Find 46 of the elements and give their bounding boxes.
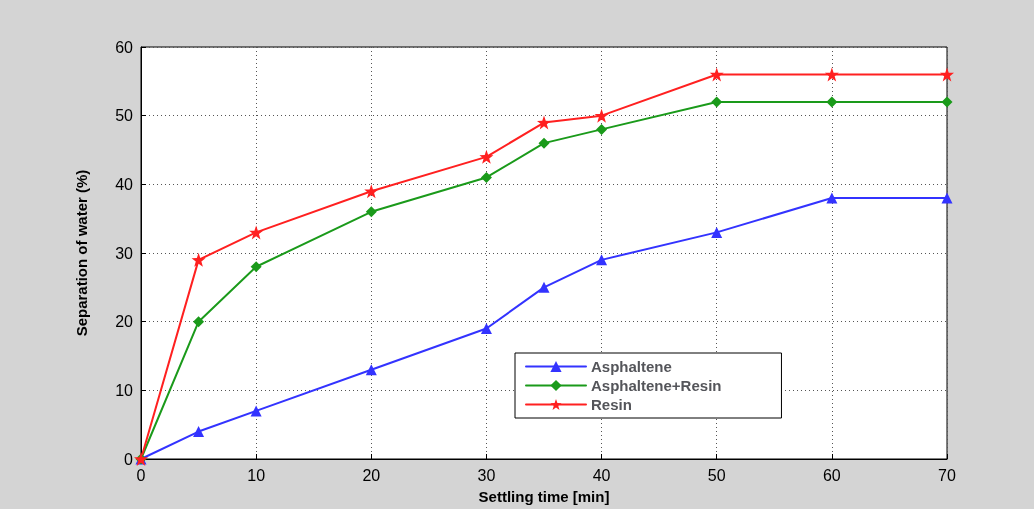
point: [826, 96, 838, 108]
x-tick-label: 60: [822, 466, 841, 484]
point: [249, 225, 264, 240]
x-axis-title: Settling time [min]: [478, 488, 610, 505]
point: [537, 115, 551, 130]
y-tick-label: 40: [115, 175, 134, 193]
x-tick-label: 30: [477, 466, 496, 484]
y-tick-label: 50: [115, 107, 134, 125]
point: [596, 254, 608, 266]
x-tick-label: 50: [707, 466, 726, 484]
legend-label: Asphaltene+Resin: [591, 377, 722, 394]
x-tick-label: 70: [938, 466, 956, 484]
point: [479, 149, 494, 164]
y-tick-label: 20: [115, 313, 134, 331]
point: [250, 405, 262, 417]
point: [364, 184, 379, 199]
point: [824, 67, 839, 82]
point: [941, 96, 953, 108]
point: [538, 137, 550, 149]
point: [940, 67, 954, 82]
y-tick-label: 30: [115, 244, 134, 262]
point: [191, 252, 206, 267]
x-tick-label: 10: [247, 466, 266, 484]
point: [193, 316, 205, 328]
legend-label: Resin: [591, 396, 632, 413]
x-tick-label: 20: [362, 466, 381, 484]
point: [365, 206, 377, 218]
y-tick-label: 10: [115, 381, 134, 399]
y-tick-label: 0: [124, 450, 134, 468]
point: [826, 192, 838, 204]
point: [480, 171, 492, 183]
point: [538, 281, 550, 293]
y-axis-title: Separation of water (%): [73, 169, 90, 337]
x-tick-label: 40: [592, 466, 611, 484]
point: [365, 364, 377, 376]
legend-label: Asphaltene: [591, 358, 672, 375]
point: [250, 261, 262, 273]
point: [193, 426, 205, 438]
point: [941, 192, 953, 204]
point: [711, 226, 723, 238]
y-tick-label: 60: [115, 38, 134, 56]
point: [596, 123, 608, 135]
x-tick-label: 0: [136, 466, 146, 484]
point: [709, 67, 724, 82]
point: [480, 323, 492, 335]
point: [594, 108, 609, 123]
